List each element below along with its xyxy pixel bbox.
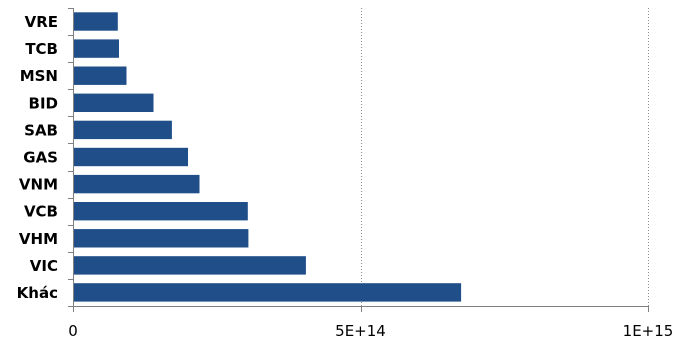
bar-vic: [73, 256, 306, 275]
bar-gas: [73, 147, 188, 167]
category-label-bid: BID: [29, 94, 58, 112]
category-label-vic: VIC: [30, 257, 58, 275]
bar-tcb: [73, 39, 119, 58]
x-tick-label-2: 1E+15: [623, 322, 674, 340]
category-label-gas: GAS: [23, 149, 58, 167]
category-label-sab: SAB: [24, 121, 58, 139]
category-label-msn: MSN: [20, 67, 58, 85]
bar-vnm: [73, 174, 200, 194]
bar-khác: [73, 283, 462, 302]
bar-msn: [73, 66, 127, 85]
bar-vre: [73, 12, 118, 31]
x-tick-label-0: 0: [68, 322, 78, 340]
category-label-khác: Khác: [17, 284, 58, 302]
bar-sab: [73, 120, 172, 140]
category-label-vnm: VNM: [19, 176, 58, 194]
bar-bid: [73, 93, 154, 112]
category-label-vre: VRE: [25, 13, 58, 31]
category-label-vcb: VCB: [24, 203, 58, 221]
bar-vhm: [73, 229, 249, 248]
x-tick-label-1: 5E+14: [335, 322, 386, 340]
category-label-tcb: TCB: [25, 40, 58, 58]
category-label-vhm: VHM: [19, 230, 58, 248]
bar-vcb: [73, 202, 248, 221]
